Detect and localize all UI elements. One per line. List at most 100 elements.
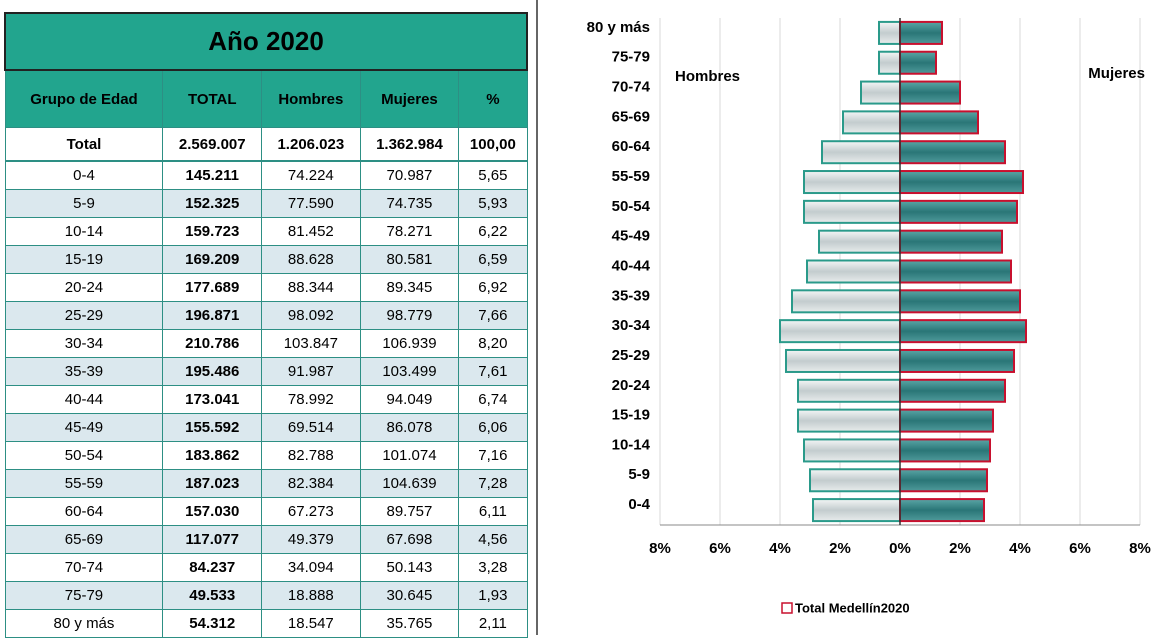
bar xyxy=(878,50,901,75)
table-cell: 80.581 xyxy=(359,245,460,274)
y-tick-label: 30-34 xyxy=(612,317,651,334)
table-row: 15-19 169.209 88.628 80.581 6,59 xyxy=(4,245,528,274)
header-cell: Grupo de Edad xyxy=(4,69,164,128)
table-cell: 6,22 xyxy=(458,217,528,246)
table-cell: 49.533 xyxy=(162,581,263,610)
table-cell: 3,28 xyxy=(458,553,528,582)
table-cell: 69.514 xyxy=(261,413,361,442)
x-tick-label: 8% xyxy=(649,540,671,557)
bar xyxy=(779,319,901,344)
bar xyxy=(899,229,1003,254)
table-row: 40-44 173.041 78.992 94.049 6,74 xyxy=(4,385,528,414)
table-cell: 50.143 xyxy=(359,553,460,582)
series-label: Hombres xyxy=(675,68,740,85)
table-cell: 173.041 xyxy=(162,385,263,414)
bar xyxy=(899,259,1012,284)
table-cell: 81.452 xyxy=(261,217,361,246)
y-tick-label: 45-49 xyxy=(612,228,650,245)
table-cell: 183.862 xyxy=(162,441,263,470)
bar xyxy=(899,289,1021,314)
table-cell: Total xyxy=(4,127,164,162)
table-row: 35-39 195.486 91.987 103.499 7,61 xyxy=(4,357,528,386)
table-cell: 91.987 xyxy=(261,357,361,386)
table-cell: 35-39 xyxy=(4,357,164,386)
table-cell: 10-14 xyxy=(4,217,164,246)
y-tick-label: 25-29 xyxy=(612,347,650,364)
table-cell: 104.639 xyxy=(359,469,460,498)
table-cell: 6,59 xyxy=(458,245,528,274)
legend-swatch xyxy=(781,602,793,614)
table-cell: 40-44 xyxy=(4,385,164,414)
table-cell: 25-29 xyxy=(4,301,164,330)
table-row: 30-34 210.786 103.847 106.939 8,20 xyxy=(4,329,528,358)
table-cell: 18.547 xyxy=(261,609,361,638)
table-cell: 18.888 xyxy=(261,581,361,610)
table-cell: 210.786 xyxy=(162,329,263,358)
bar xyxy=(878,20,901,45)
bar xyxy=(899,170,1024,195)
table-row: 20-24 177.689 88.344 89.345 6,92 xyxy=(4,273,528,302)
table-cell: 1.206.023 xyxy=(261,127,361,162)
table-cell: 7,28 xyxy=(458,469,528,498)
table-cell: 196.871 xyxy=(162,301,263,330)
bar xyxy=(899,319,1027,344)
header-row: Grupo de Edad TOTAL Hombres Mujeres% xyxy=(4,69,528,128)
table-cell: 35.765 xyxy=(359,609,460,638)
table-cell: 94.049 xyxy=(359,385,460,414)
table-row: 25-29 196.871 98.092 98.779 7,66 xyxy=(4,301,528,330)
table-cell: 60-64 xyxy=(4,497,164,526)
table-cell: 74.224 xyxy=(261,160,361,190)
x-tick-label: 2% xyxy=(829,540,851,557)
y-tick-label: 5-9 xyxy=(628,466,650,483)
bar xyxy=(899,199,1018,224)
bar xyxy=(899,110,979,135)
x-tick-label: 0% xyxy=(889,540,911,557)
bar xyxy=(803,170,901,195)
bar xyxy=(899,20,943,45)
y-tick-label: 60-64 xyxy=(612,138,651,155)
bar xyxy=(785,348,901,373)
table-cell: 70.987 xyxy=(359,160,460,190)
table-cell: 67.698 xyxy=(359,525,460,554)
x-tick-label: 6% xyxy=(1069,540,1091,557)
table-cell: 157.030 xyxy=(162,497,263,526)
table-cell: 88.344 xyxy=(261,273,361,302)
x-tick-label: 4% xyxy=(769,540,791,557)
bar xyxy=(797,408,901,433)
table-cell: 152.325 xyxy=(162,189,263,218)
bar xyxy=(818,229,901,254)
header-cell: % xyxy=(458,69,528,128)
table-cell: 7,66 xyxy=(458,301,528,330)
x-tick-label: 8% xyxy=(1129,540,1151,557)
table-row: 70-74 84.237 34.094 50.143 3,28 xyxy=(4,553,528,582)
header-cell: TOTAL xyxy=(162,69,263,128)
table-cell: 101.074 xyxy=(359,441,460,470)
bar xyxy=(860,80,901,105)
table-cell: 86.078 xyxy=(359,413,460,442)
table-cell: 5,65 xyxy=(458,160,528,190)
data-table: Año 2020 Grupo de Edad TOTAL Hombres Mujeres… xyxy=(4,12,528,638)
bar xyxy=(791,289,901,314)
bar xyxy=(821,140,901,165)
table-cell: 6,11 xyxy=(458,497,528,526)
y-tick-label: 10-14 xyxy=(612,436,651,453)
table-row: 5-9 152.325 77.590 74.735 5,93 xyxy=(4,189,528,218)
bar xyxy=(806,259,901,284)
table-cell: 98.092 xyxy=(261,301,361,330)
table-cell: 65-69 xyxy=(4,525,164,554)
table-cell: 7,61 xyxy=(458,357,528,386)
bar xyxy=(803,438,901,463)
table-cell: 106.939 xyxy=(359,329,460,358)
table-cell: 67.273 xyxy=(261,497,361,526)
table-row: 50-54 183.862 82.788 101.074 7,16 xyxy=(4,441,528,470)
table-cell: 169.209 xyxy=(162,245,263,274)
table-cell: 2.569.007 xyxy=(162,127,263,162)
table-row: 10-14 159.723 81.452 78.271 6,22 xyxy=(4,217,528,246)
y-tick-label: 40-44 xyxy=(612,257,651,274)
y-tick-label: 15-19 xyxy=(612,407,650,424)
y-tick-label: 50-54 xyxy=(612,198,651,215)
table-cell: 49.379 xyxy=(261,525,361,554)
legend-label: Total Medellín2020 xyxy=(795,600,910,615)
table-cell: 1.362.984 xyxy=(359,127,460,162)
